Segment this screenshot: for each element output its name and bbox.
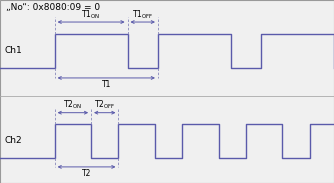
Text: „No“: 0x8080:09 = 0: „No“: 0x8080:09 = 0 — [6, 3, 100, 12]
Text: Ch2: Ch2 — [5, 136, 22, 145]
Text: T2: T2 — [82, 169, 91, 178]
Text: Ch1: Ch1 — [5, 46, 22, 55]
Text: T1$_\mathrm{ON}$: T1$_\mathrm{ON}$ — [81, 8, 101, 21]
Text: T2$_\mathrm{ON}$: T2$_\mathrm{ON}$ — [63, 99, 82, 111]
Text: T1$_\mathrm{OFF}$: T1$_\mathrm{OFF}$ — [132, 8, 154, 21]
Text: T1: T1 — [102, 80, 111, 89]
Text: T2$_\mathrm{OFF}$: T2$_\mathrm{OFF}$ — [94, 99, 116, 111]
